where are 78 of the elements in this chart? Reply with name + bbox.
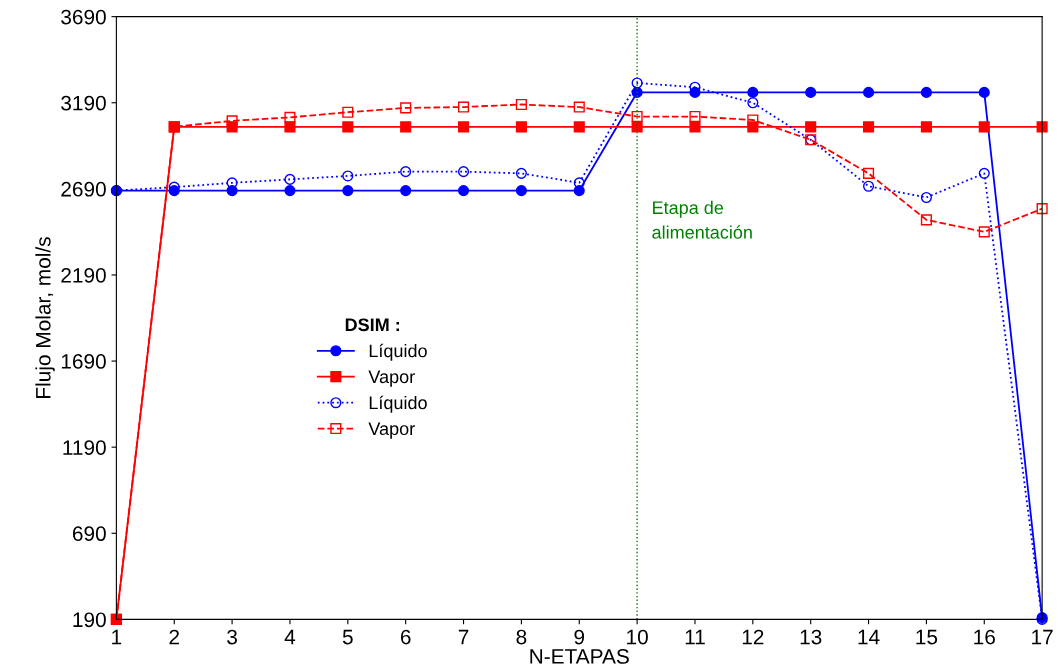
- point: [978, 226, 990, 238]
- x-tick-label: 5: [342, 629, 353, 645]
- x-tick-label: 14: [858, 629, 880, 645]
- y-tick-label: 690: [72, 526, 106, 542]
- point: [284, 111, 296, 123]
- x-tick-label: 13: [800, 629, 822, 645]
- point: [573, 101, 585, 113]
- x-tick-label: 4: [284, 629, 296, 645]
- y-tick-label: 2690: [61, 181, 106, 197]
- legend-label: Líquido: [369, 343, 427, 361]
- x-tick-label: 1: [112, 629, 122, 645]
- point: [515, 98, 527, 111]
- point: [631, 77, 643, 89]
- x-tick-label: 17: [1032, 629, 1053, 645]
- x-tick-label: 6: [400, 629, 411, 645]
- point: [747, 97, 759, 109]
- point: [805, 121, 817, 133]
- x-tick-label: 8: [516, 629, 527, 645]
- point: [573, 185, 585, 197]
- point: [457, 121, 470, 133]
- point: [284, 185, 296, 197]
- x-tick-label: 3: [227, 629, 237, 645]
- y-tick-label: 2190: [61, 267, 106, 283]
- point: [920, 214, 932, 226]
- x-tick-label: 16: [974, 629, 995, 645]
- point: [342, 106, 354, 118]
- point: [400, 166, 412, 178]
- x-tick-label: 10: [627, 629, 648, 645]
- point: [920, 86, 932, 98]
- point: [400, 121, 412, 133]
- point: [862, 86, 875, 98]
- y-tick-label: 3190: [61, 95, 106, 111]
- y-axis-title: Flujo Molar, mol/s: [35, 237, 55, 398]
- point: [457, 185, 470, 197]
- point: [400, 185, 412, 197]
- point: [862, 121, 875, 133]
- y-tick-label: 190: [73, 612, 106, 628]
- point: [284, 173, 296, 185]
- legend-label: Líquido: [369, 395, 427, 413]
- point: [920, 121, 932, 133]
- point: [805, 86, 817, 98]
- point: [747, 86, 759, 98]
- point: [515, 121, 527, 133]
- point: [920, 191, 932, 204]
- point: [515, 185, 527, 197]
- point: [689, 121, 701, 133]
- point: [689, 110, 701, 123]
- y-tick-label: 1190: [63, 440, 106, 455]
- point: [342, 185, 354, 197]
- point: [862, 167, 875, 179]
- legend-label: Vapor: [368, 422, 415, 439]
- point: [515, 167, 527, 179]
- x-tick-label: 12: [742, 629, 764, 645]
- point: [1036, 203, 1048, 215]
- x-tick-label: 11: [685, 629, 705, 645]
- x-tick-label: 15: [916, 629, 938, 645]
- ref-line-label: Etapa de alimentación: [652, 200, 752, 239]
- point: [747, 114, 759, 126]
- point: [862, 180, 875, 192]
- point: [978, 167, 990, 179]
- y-tick-label: 3690: [61, 9, 106, 25]
- point: [457, 166, 470, 178]
- x-tick-label: 7: [458, 629, 469, 645]
- y-tick-label: 1690: [61, 354, 106, 369]
- point: [342, 170, 354, 182]
- x-tick-label: 9: [574, 629, 585, 645]
- x-axis-title: N-ETAPAS: [530, 649, 629, 664]
- point: [457, 101, 470, 113]
- point: [978, 86, 990, 98]
- point: [573, 121, 585, 133]
- point: [400, 102, 412, 114]
- point: [342, 121, 354, 133]
- x-tick-label: 2: [169, 629, 179, 645]
- legend-label: Vapor: [368, 370, 415, 387]
- legend-title: DSIM :: [345, 318, 400, 332]
- point: [978, 121, 990, 133]
- point: [284, 121, 296, 133]
- point: [631, 110, 643, 123]
